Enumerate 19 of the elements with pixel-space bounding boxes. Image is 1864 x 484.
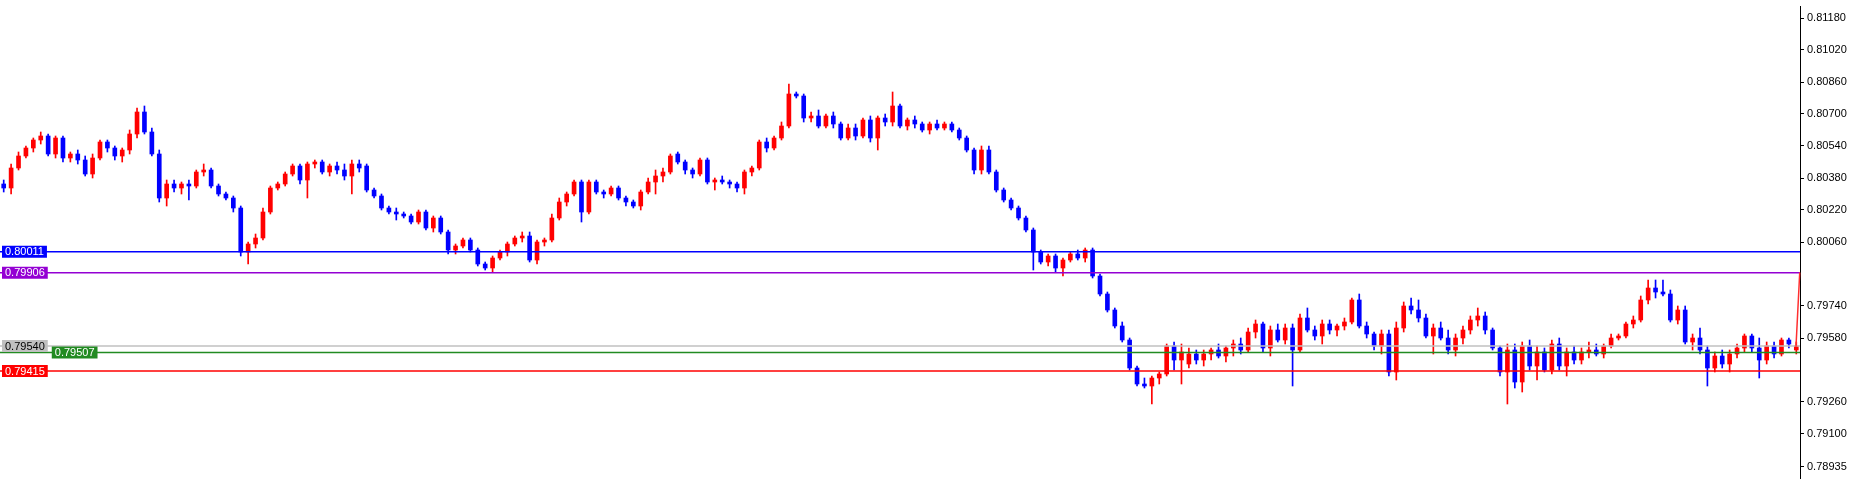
y-tick-label: 0.78935 (1807, 460, 1847, 473)
y-tick-label: 0.79580 (1807, 331, 1847, 344)
ref-line-label: 0.79415 (5, 364, 45, 377)
y-tick-label: 0.81180 (1807, 11, 1846, 24)
ref-line-label: 0.79906 (5, 266, 45, 279)
y-tick-label: 0.80060 (1807, 235, 1847, 248)
y-tick-label: 0.79100 (1807, 427, 1847, 440)
y-tick-label: 0.80380 (1807, 171, 1847, 184)
candlestick (1475, 307, 1481, 327)
y-tick-label: 0.79260 (1807, 395, 1847, 408)
y-tick-label: 0.79740 (1807, 299, 1847, 312)
y-tick-label: 0.80700 (1807, 107, 1847, 120)
ref-line-label: 0.80011 (5, 245, 44, 258)
ref-line-label: 0.79540 (5, 339, 45, 352)
y-tick-label: 0.81020 (1807, 43, 1847, 56)
y-tick-label: 0.80220 (1807, 203, 1847, 216)
y-tick-label: 0.80540 (1807, 139, 1847, 152)
ref-line-label: 0.79507 (54, 346, 95, 359)
y-tick-label: 0.80860 (1807, 75, 1847, 88)
